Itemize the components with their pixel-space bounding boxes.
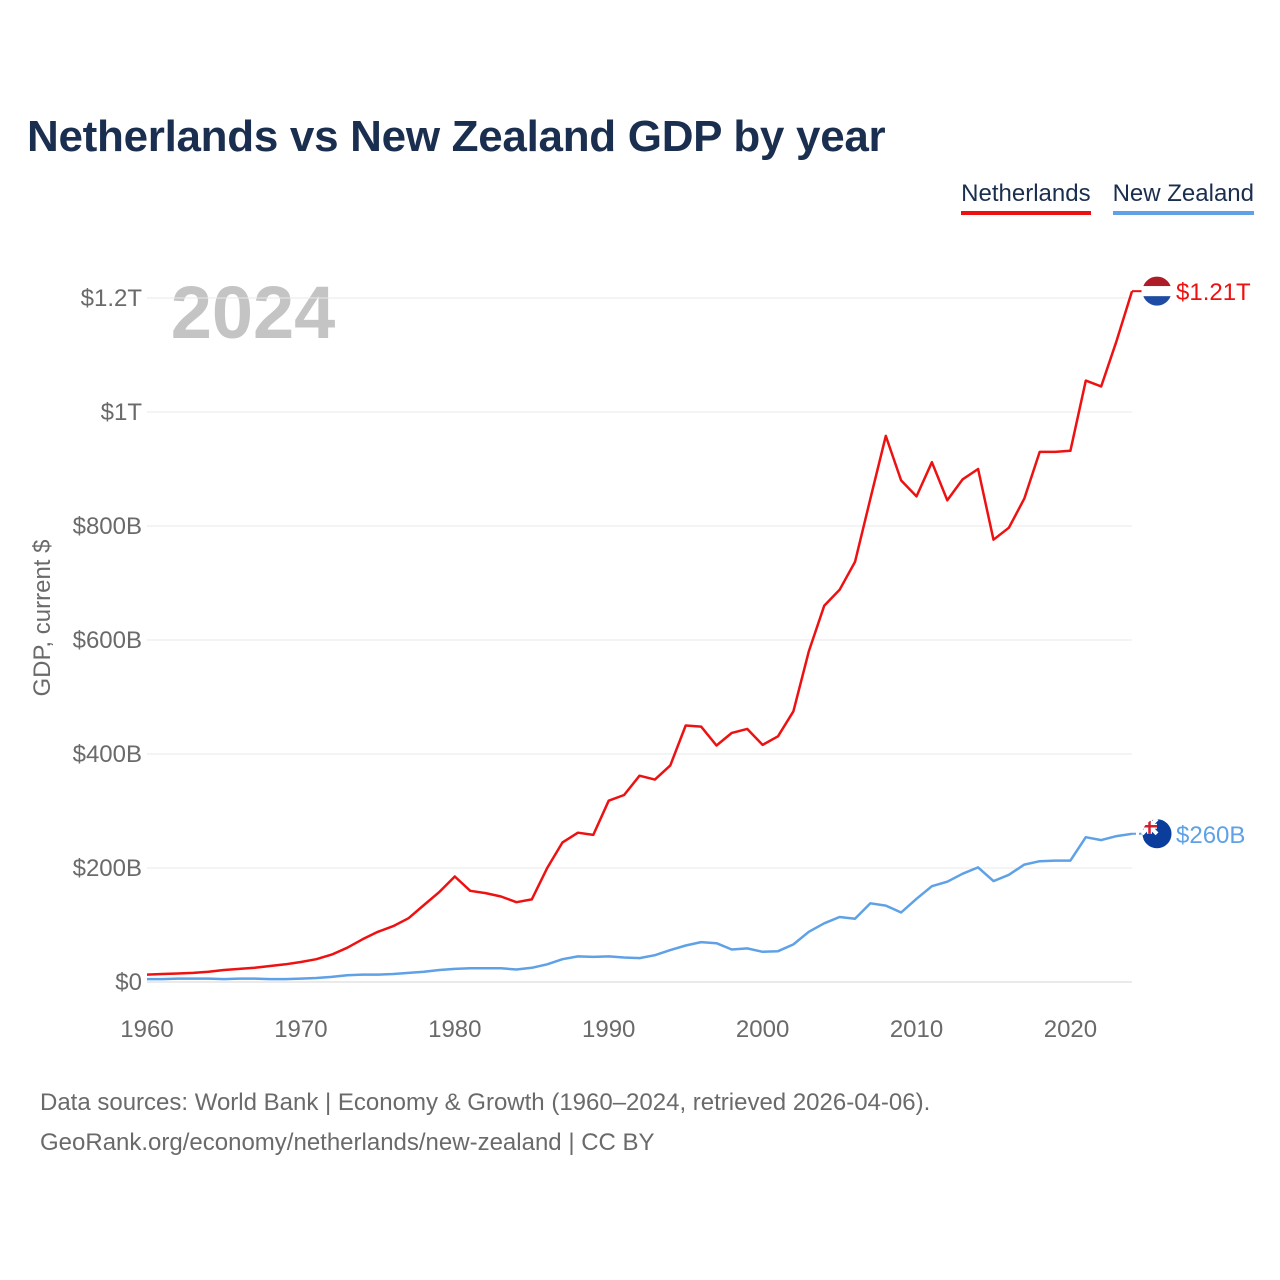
series-line-new-zealand [147, 832, 1133, 981]
source-link[interactable]: GeoRank.org/economy/netherlands/new-zeal… [40, 1129, 655, 1156]
legend: Netherlands New Zealand [961, 180, 1254, 215]
y-tick-label: $400B [73, 741, 142, 768]
y-tick-label: $1.2T [81, 285, 143, 312]
data-sources-note: Data sources: World Bank | Economy & Gro… [40, 1089, 931, 1116]
x-tick-label: 1990 [582, 1016, 635, 1043]
x-tick-label: 2010 [890, 1016, 943, 1043]
y-tick-label: $600B [73, 627, 142, 654]
year-watermark: 2024 [171, 271, 336, 354]
end-value-label: $1.21T [1176, 279, 1251, 306]
y-tick-label: $200B [73, 855, 142, 882]
legend-item-netherlands[interactable]: Netherlands [961, 180, 1091, 215]
x-tick-label: 2020 [1044, 1016, 1097, 1043]
netherlands-flag-icon [1141, 275, 1173, 307]
legend-item-new-zealand[interactable]: New Zealand [1112, 180, 1254, 215]
x-tick-label: 1970 [274, 1016, 327, 1043]
y-axis-label: GDP, current $ [29, 540, 56, 697]
x-tick-label: 1980 [428, 1016, 481, 1043]
y-tick-label: $1T [101, 399, 143, 426]
y-tick-label: $0 [115, 969, 142, 996]
x-tick-label: 1960 [120, 1016, 173, 1043]
new-zealand-flag-icon [1141, 818, 1173, 850]
x-tick-label: 2000 [736, 1016, 789, 1043]
footer: Data sources: World Bank | Economy & Gro… [40, 1083, 930, 1163]
end-value-label: $260B [1176, 822, 1245, 849]
y-tick-label: $800B [73, 513, 142, 540]
chart-title: Netherlands vs New Zealand GDP by year [27, 112, 886, 161]
series-line-netherlands [146, 290, 1134, 976]
